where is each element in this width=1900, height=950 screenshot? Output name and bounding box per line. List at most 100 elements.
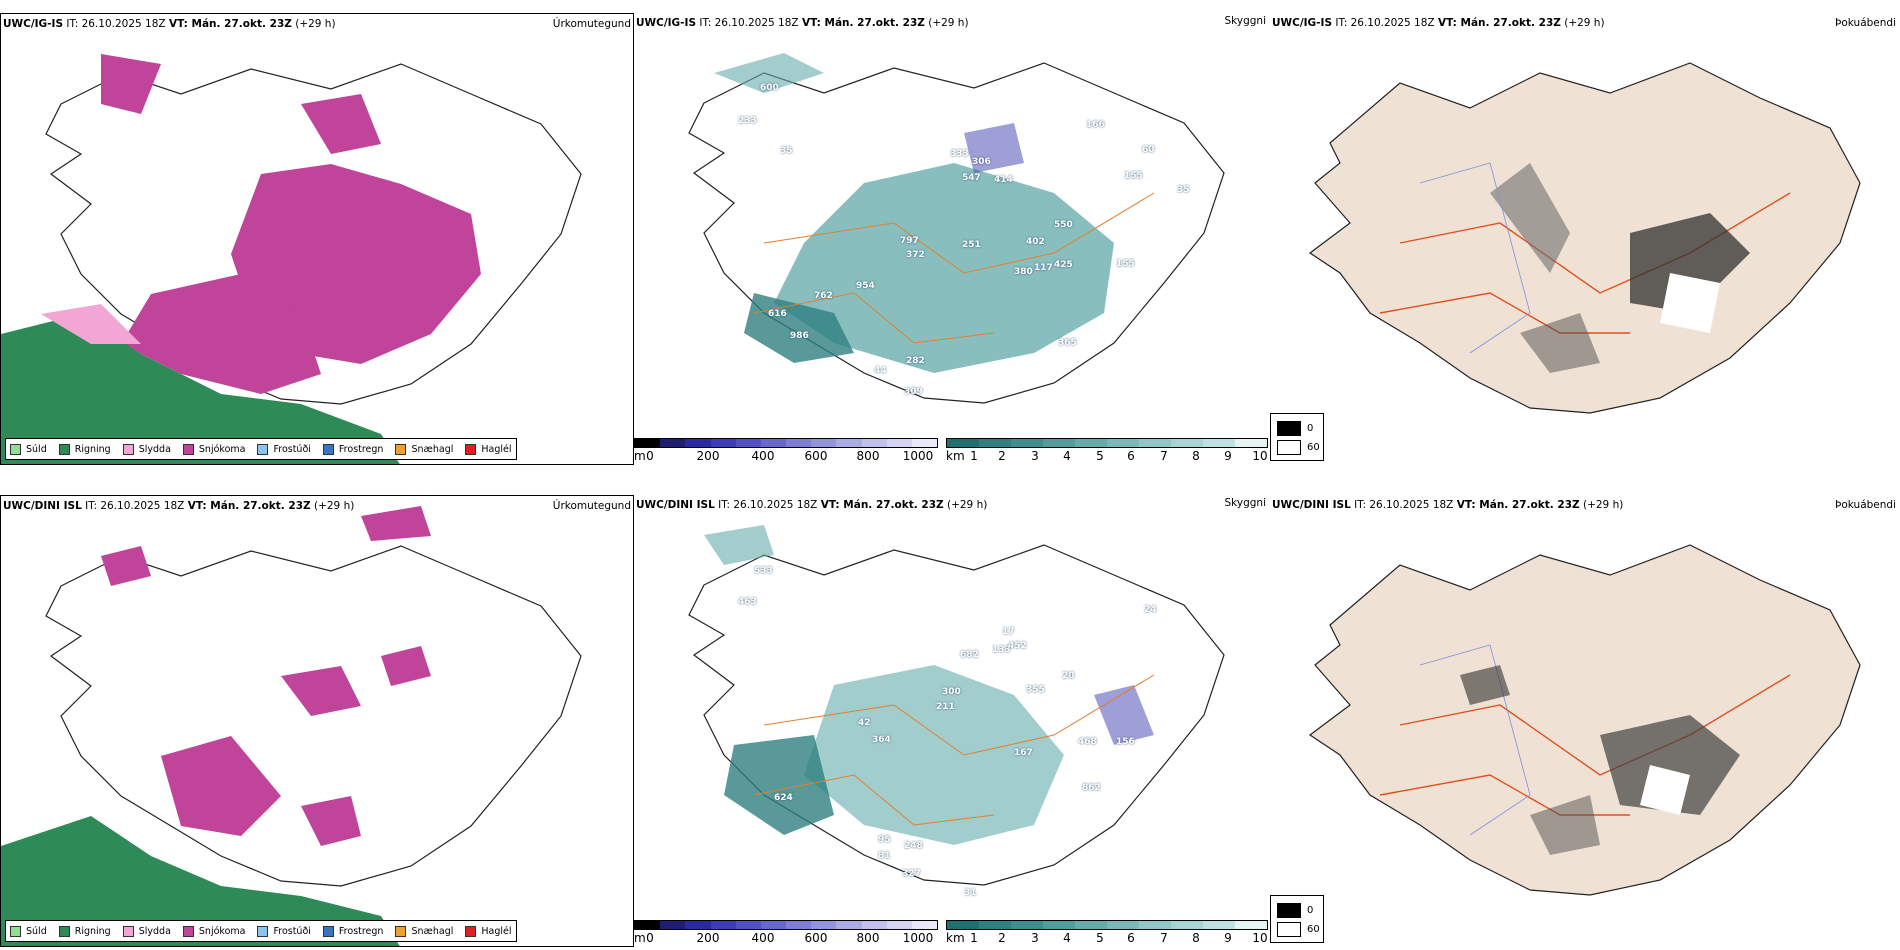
ceiling-label: 533 [754, 566, 773, 576]
colorbar-tick: 7 [1160, 931, 1168, 945]
legend-item: Frostúði [257, 925, 311, 937]
colorbar-tick: 8 [1192, 931, 1200, 945]
ceiling-label: 414 [994, 175, 1013, 185]
colorbar-tick: 600 [804, 449, 828, 463]
colorbar-strip [634, 920, 938, 930]
ceiling-label: 550 [1054, 220, 1073, 230]
ceiling-label: 452 [1008, 641, 1027, 651]
ceiling-label: 95 [878, 835, 891, 845]
colorbar-tick: 2 [998, 449, 1006, 463]
colorbar-strip [946, 438, 1268, 448]
ceiling-label: 954 [856, 281, 875, 291]
ceiling-label: 762 [814, 291, 833, 301]
cloud-legend: 0 60 [1270, 895, 1324, 943]
colorbar-tick: 2 [998, 931, 1006, 945]
ceiling-label: 402 [1026, 237, 1045, 247]
colorbar-tick: 1000 [902, 931, 934, 945]
precip-type-map [1, 54, 582, 464]
legend-item: Súld [10, 443, 47, 455]
colorbar-tick: 200 [696, 449, 720, 463]
legend-item: Snjókoma [182, 443, 245, 455]
ceiling-label: 155 [1116, 259, 1135, 269]
visibility-map [688, 525, 1225, 886]
ceiling-label: 355 [1026, 685, 1045, 695]
colorbar-tick: 400 [751, 449, 775, 463]
colorbar-tick: 1 [970, 449, 978, 463]
ceiling-label: 306 [972, 157, 991, 167]
panel-title: Skyggni [1224, 15, 1267, 27]
colorbar-tick: 200 [696, 931, 720, 945]
ceiling-label: 251 [962, 240, 981, 250]
legend-item: Frostúði [257, 443, 311, 455]
panel-header: UWC/DINI ISL IT: 26.10.2025 18Z VT: Mán.… [3, 500, 355, 512]
ceiling-label: 17 [1002, 627, 1015, 637]
colorbar-unit: km [946, 931, 965, 945]
legend-item: Frostregn [322, 443, 383, 455]
colorbar-tick: 9 [1224, 931, 1232, 945]
ceiling-label: 365 [1058, 338, 1077, 348]
ceiling-label: 81 [878, 851, 891, 861]
colorbar-strip [946, 920, 1268, 930]
panel-title: Þokuábendi [1835, 499, 1896, 511]
precip-type-map [1, 506, 582, 946]
colorbar-tick: 9 [1224, 449, 1232, 463]
panel-header: UWC/DINI ISL IT: 26.10.2025 18Z VT: Mán.… [1272, 499, 1624, 511]
legend-item: Rigning [58, 443, 111, 455]
legend-item: Slydda [122, 443, 171, 455]
precip-legend: Súld Rigning Slydda Snjókoma Frostúði Fr… [5, 438, 517, 460]
colorbar-tick: 1 [970, 931, 978, 945]
ceiling-label: 35 [780, 146, 793, 156]
legend-item: Rigning [58, 925, 111, 937]
legend-item: Súld [10, 925, 47, 937]
cloud-legend-item: 60 [1277, 922, 1320, 937]
colorbar-tick: 5 [1096, 931, 1104, 945]
colorbar-tick: 7 [1160, 449, 1168, 463]
ceiling-label: 797 [900, 236, 919, 246]
legend-item: Snæhagl [395, 443, 453, 455]
colorbar-tick: 3 [1031, 931, 1039, 945]
ceiling-label: 155 [1124, 171, 1143, 181]
fog-panel-row2: UWC/DINI ISL IT: 26.10.2025 18Z VT: Mán.… [1270, 495, 1900, 947]
ceiling-label: 42 [858, 718, 871, 728]
colorbar-tick: 800 [856, 931, 880, 945]
precip-type-panel-row2: UWC/DINI ISL IT: 26.10.2025 18Z VT: Mán.… [0, 495, 634, 947]
ceiling-label: 682 [960, 650, 979, 660]
ceiling-label: 372 [906, 250, 925, 260]
panel-title: Þokuábendi [1835, 17, 1896, 29]
panel-title: Skyggni [1224, 497, 1267, 509]
ceiling-label: 600 [760, 83, 779, 93]
ceiling-label: 156 [1116, 737, 1135, 747]
ceiling-label: 616 [768, 309, 787, 319]
ceiling-label: 24 [1144, 605, 1157, 615]
ceiling-label: 233 [738, 116, 757, 126]
ceiling-label: 380 [1014, 267, 1033, 277]
ceiling-label: 333 [950, 149, 969, 159]
legend-item: Slydda [122, 925, 171, 937]
panel-header: UWC/IG-IS IT: 26.10.2025 18Z VT: Mán. 27… [3, 18, 336, 30]
ceiling-label: 425 [1054, 260, 1073, 270]
colorbar-tick: 6 [1127, 931, 1135, 945]
colorbar-strip [634, 438, 938, 448]
colorbar-tick: 5 [1096, 449, 1104, 463]
legend-item: Frostregn [322, 925, 383, 937]
colorbar-tick: 0 [646, 931, 654, 945]
visibility-colorbar: km 1 2 3 4 5 6 7 8 9 10 [946, 437, 1270, 465]
ceiling-label: 117 [1034, 263, 1053, 273]
visibility-map [688, 53, 1225, 404]
precip-legend: Súld Rigning Slydda Snjókoma Frostúði Fr… [5, 920, 517, 942]
legend-item: Snjókoma [182, 925, 245, 937]
colorbar-tick: 10 [1252, 931, 1268, 945]
legend-item: Snæhagl [395, 925, 453, 937]
ceiling-label: 862 [1082, 783, 1101, 793]
colorbar-unit: m [634, 931, 646, 945]
ceiling-label: 20 [1062, 671, 1075, 681]
panel-title: Úrkomutegund [552, 500, 631, 512]
colorbar-tick: 6 [1127, 449, 1135, 463]
ceiling-label: 547 [962, 173, 981, 183]
fog-map [1308, 544, 1861, 896]
ceiling-label: 364 [872, 735, 891, 745]
colorbar-tick: 3 [1031, 449, 1039, 463]
panel-header: UWC/DINI ISL IT: 26.10.2025 18Z VT: Mán.… [636, 499, 988, 511]
ceiling-label: 35 [1177, 185, 1190, 195]
colorbar-tick: 800 [856, 449, 880, 463]
